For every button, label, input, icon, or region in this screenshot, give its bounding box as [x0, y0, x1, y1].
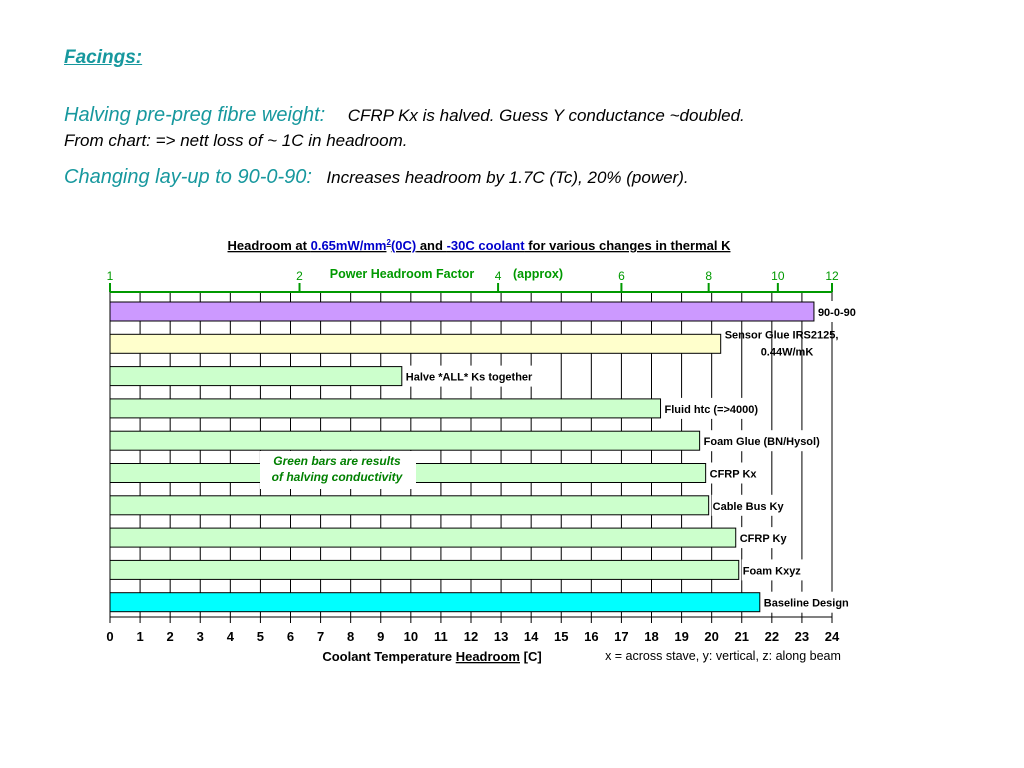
bar: [109, 527, 737, 548]
top-axis-label-approx: (approx): [513, 267, 563, 281]
x-tick-label: 3: [197, 629, 204, 644]
bar-label: Fluid htc (=>4000): [665, 404, 759, 416]
x-tick-label: 1: [136, 629, 143, 644]
top-axis-label: Power Headroom Factor: [330, 267, 475, 281]
bar: [109, 366, 403, 387]
x-tick-label: 5: [257, 629, 264, 644]
x-tick-label: 18: [644, 629, 658, 644]
bar-label-background: [816, 301, 858, 322]
top-axis-tick-label: 2: [296, 269, 303, 283]
bottom-axis: 0 1 2 3 4 5 6 7 8 9 10 11 12 13 14 15 16 17 18 19 20 21 22 23 24: [106, 616, 840, 644]
bar: [109, 495, 710, 516]
top-axis-tick-label: 6: [618, 269, 625, 283]
bar-label: Foam Glue (BN/Hysol): [704, 436, 820, 448]
bar-label-background: [741, 559, 803, 581]
x-tick-label: 20: [704, 629, 718, 644]
x-tick-label: 11: [434, 629, 448, 644]
page-heading: Facings:: [64, 47, 143, 68]
x-tick-label: 8: [347, 629, 354, 644]
x-axis-label-unit: [C]: [520, 649, 542, 664]
x-tick-label: 21: [735, 629, 749, 644]
line-1-label: Halving pre-preg fibre weight:: [64, 104, 326, 126]
bar-label-background: [711, 494, 786, 516]
bar-label: CFRP Ky: [740, 533, 788, 545]
x-tick-label: 19: [674, 629, 688, 644]
x-axis-note: x = across stave, y: vertical, z: along …: [605, 649, 841, 663]
chart-title-0c: (0C): [391, 238, 416, 253]
x-tick-label: 15: [554, 629, 568, 644]
x-tick-label: 17: [614, 629, 628, 644]
chart-title: Headroom at 0.65mW/mm2(0C) and -30C cool…: [228, 238, 732, 253]
top-axis: 1 2 4 6 8 10 12: [107, 269, 839, 293]
x-axis-label-part1: Coolant Temperature: [322, 649, 455, 664]
annotation-box: Green bars are results of halving conduc…: [260, 451, 416, 489]
x-tick-label: 22: [765, 629, 779, 644]
bar-label-background: [762, 591, 851, 613]
line-1-text: CFRP Kx is halved. Guess Y conductance ~…: [347, 106, 745, 125]
x-tick-label: 0: [106, 629, 113, 644]
x-tick-label: 16: [584, 629, 598, 644]
x-tick-label: 13: [494, 629, 508, 644]
x-tick-label: 9: [377, 629, 384, 644]
bar: [109, 333, 722, 354]
x-tick-label: 10: [404, 629, 418, 644]
top-axis-tick-label: 8: [705, 269, 712, 283]
top-axis-tick-label: 4: [495, 269, 502, 283]
chart-title-coolant: -30C coolant: [447, 238, 526, 253]
line-3: Changing lay-up to 90-0-90: Increases he…: [64, 166, 689, 189]
annotation-line-2: of halving conductivity: [272, 470, 404, 484]
bar-label-background: [738, 527, 789, 549]
chart-title-rest: for various changes in thermal K: [525, 238, 731, 253]
x-tick-label: 14: [524, 629, 539, 644]
bar-label: Baseline Design: [764, 598, 849, 610]
line-3-label: Changing lay-up to 90-0-90:: [64, 166, 312, 188]
bar: [109, 398, 662, 419]
bar-label: Halve *ALL* Ks together: [406, 372, 533, 384]
x-axis-label: Coolant Temperature Headroom [C]: [322, 649, 541, 664]
line-3-text: Increases headroom by 1.7C (Tc), 20% (po…: [326, 168, 689, 187]
bars: 90-0-90 Sensor Glue IRS2125, 0.44W/mK Halve…: [109, 301, 858, 613]
x-tick-label: 12: [464, 629, 478, 644]
x-tick-label: 7: [317, 629, 324, 644]
bar-label-background: [663, 397, 761, 419]
x-tick-label: 4: [227, 629, 235, 644]
chart-title-part1: Headroom at: [228, 238, 311, 253]
chart-title-sup: 2: [386, 238, 391, 247]
bar: [109, 592, 761, 613]
bar-label: Foam Kxyz: [743, 565, 802, 577]
line-2: From chart: => nett loss of ~ 1C in head…: [64, 131, 408, 150]
x-tick-label: 6: [287, 629, 294, 644]
x-axis-label-headroom: Headroom: [456, 649, 520, 664]
x-tick-label: 23: [795, 629, 809, 644]
top-axis-tick-label: 1: [107, 269, 114, 283]
bar-label: 90-0-90: [818, 307, 856, 319]
top-axis-tick-label: 12: [825, 269, 839, 283]
x-tick-label: 2: [167, 629, 174, 644]
bar-label-line-2: 0.44W/mK: [761, 346, 814, 358]
bar-label: Sensor Glue IRS2125,: [725, 329, 839, 341]
bar-label-background: [702, 430, 822, 452]
chart-title-power: 0.65mW/mm: [311, 238, 387, 253]
bar-label: CFRP Kx: [710, 469, 758, 481]
annotation-background: [260, 451, 416, 489]
bar-label: Cable Bus Ky: [713, 501, 785, 513]
bar: [109, 559, 740, 580]
bar-label-background: [404, 365, 535, 387]
chart-title-and: and: [416, 238, 446, 253]
x-tick-label: 24: [825, 629, 840, 644]
line-1: Halving pre-preg fibre weight: CFRP Kx i…: [64, 104, 745, 127]
bar-label-background: [708, 462, 759, 484]
bar: [109, 430, 701, 451]
annotation-line-1: Green bars are results: [273, 454, 401, 468]
bar: [109, 301, 815, 322]
top-axis-tick-label: 10: [771, 269, 785, 283]
